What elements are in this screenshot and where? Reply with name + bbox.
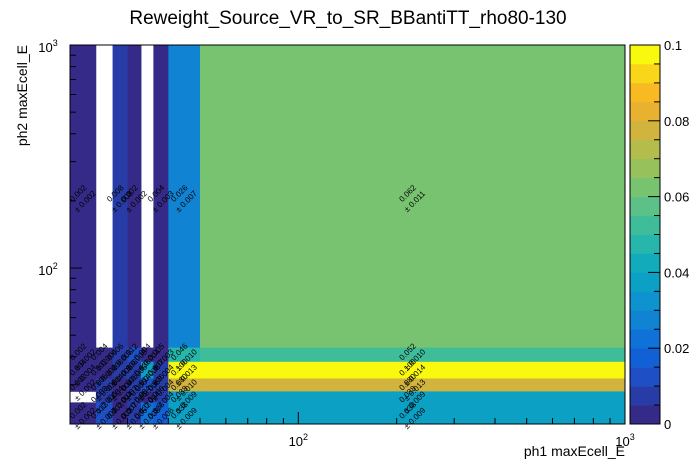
plot-frame [69, 44, 626, 425]
heatmap-cell [141, 378, 154, 392]
heatmap-cell [95, 391, 113, 403]
heatmap-cell [95, 378, 113, 392]
color-scale: 0 0.02 0.04 0.06 0.08 0.1 [629, 38, 689, 432]
heatmap-cell [168, 402, 201, 425]
color-scale-tick-label: 0.04 [664, 265, 689, 280]
heatmap-cell [127, 402, 142, 425]
heatmap-cell [153, 391, 169, 403]
heatmap-cell [199, 391, 626, 403]
color-scale-band [630, 45, 660, 65]
heatmap-cell [112, 402, 128, 425]
color-scale-band [630, 158, 660, 178]
heatmap-cell [127, 378, 142, 392]
heatmap-cell [141, 361, 154, 379]
heatmap-cell [112, 391, 128, 403]
color-scale-band [630, 234, 660, 254]
color-scale-band [630, 82, 660, 103]
heatmap-cells [70, 45, 626, 425]
heatmap-cell [199, 361, 626, 379]
heatmap-cell [70, 378, 97, 392]
color-scale-band [630, 348, 660, 368]
heatmap-cell [199, 347, 626, 363]
color-scale-band [630, 63, 660, 84]
color-scale-band [630, 196, 660, 216]
heatmap-cell [153, 361, 169, 379]
y-tick-label: 102 [38, 261, 57, 278]
heatmap-cell [127, 361, 142, 379]
color-scale-tick-label: 0 [664, 417, 671, 432]
heatmap-cell [95, 347, 113, 363]
color-scale-band [630, 253, 660, 273]
color-scale-band [630, 139, 660, 159]
heatmap-cell [168, 45, 201, 349]
color-scale-band [630, 272, 660, 292]
x-axis-label: ph1 maxEcell_E [524, 443, 625, 459]
heatmap-cell [70, 347, 97, 363]
heatmap-cell [199, 402, 626, 425]
color-scale-tick-label: 0.08 [664, 114, 689, 129]
chart-title: Reweight_Source_VR_to_SR_BBantiTT_rho80-… [129, 8, 567, 29]
color-scale-band [630, 120, 660, 141]
heatmap-cell [95, 361, 113, 379]
heatmap-cell [112, 361, 128, 379]
color-scale-band [630, 291, 660, 311]
heatmap-cell [127, 391, 142, 403]
color-scale-band [630, 215, 660, 235]
y-axis: 102 103 [38, 38, 82, 425]
heatmap-cell [199, 45, 626, 349]
heatmap-cell [70, 361, 97, 379]
heatmap-cell [112, 347, 128, 363]
heatmap-cell [153, 378, 169, 392]
color-scale-band [630, 405, 660, 425]
color-scale-tick-label: 0.06 [664, 190, 689, 205]
color-scale-band [630, 367, 660, 387]
heatmap-cell [127, 45, 142, 349]
color-scale-band [630, 177, 660, 197]
heatmap-cell [168, 347, 201, 363]
heatmap-cell [168, 391, 201, 403]
heatmap-cell [168, 361, 201, 379]
color-scale-band [630, 101, 660, 122]
heatmap-cell [141, 347, 154, 363]
x-tick-label: 102 [289, 432, 308, 449]
heatmap-cell [127, 347, 142, 363]
y-axis-label: ph2 maxEcell_E [14, 45, 30, 146]
color-scale-band [630, 310, 660, 330]
heatmap-cell [70, 402, 97, 425]
heatmap-cell [153, 347, 169, 363]
heatmap-cell [153, 45, 169, 349]
heatmap-cell [141, 391, 154, 403]
heatmap-cell [153, 402, 169, 425]
heatmap-cell [70, 45, 97, 349]
heatmap-cell [112, 45, 128, 349]
color-scale-band [630, 329, 660, 349]
heatmap-cell [95, 402, 113, 425]
heatmap-cell [199, 378, 626, 392]
heatmap-cell [168, 378, 201, 392]
heatmap-cell [112, 378, 128, 392]
color-scale-tick-label: 0.1 [664, 38, 682, 53]
color-scale-tick-label: 0.02 [664, 341, 689, 356]
heatmap-cell [141, 402, 154, 425]
y-tick-label: 103 [38, 38, 57, 55]
color-scale-band [630, 386, 660, 406]
